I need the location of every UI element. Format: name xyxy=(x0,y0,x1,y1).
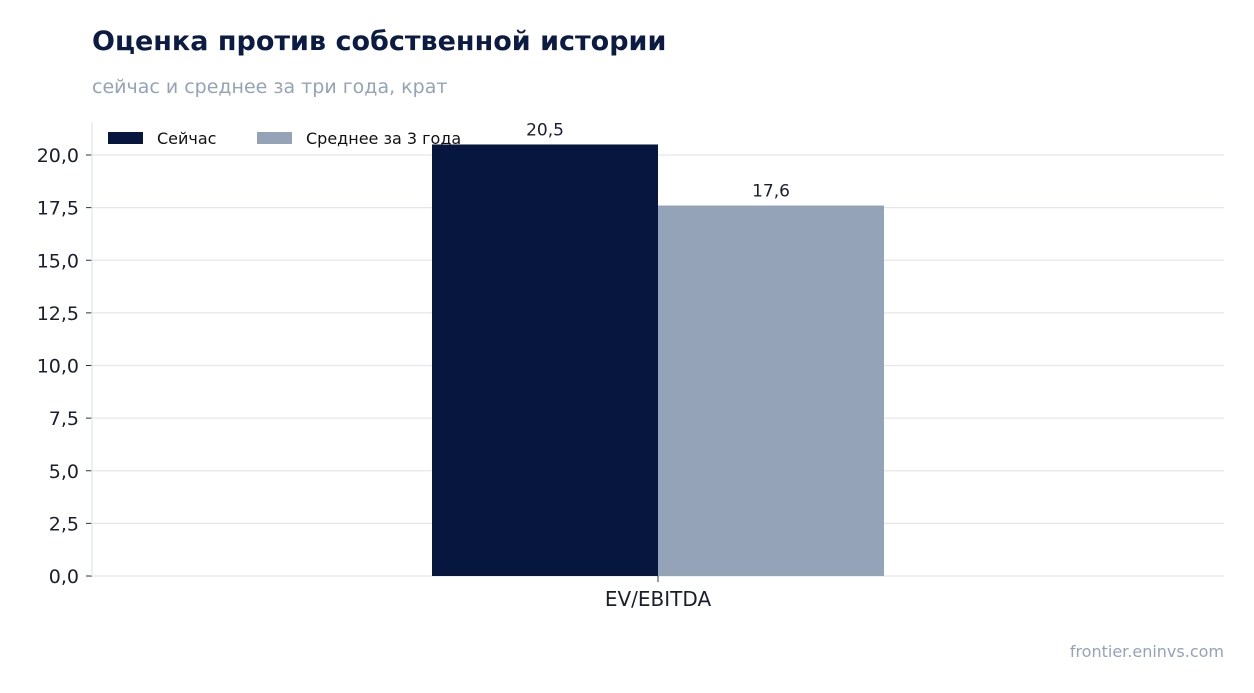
source-credit: frontier.eninvs.com xyxy=(1069,642,1224,661)
legend-swatch xyxy=(108,132,143,144)
legend: Сейчас Среднее за 3 года xyxy=(108,129,461,148)
chart-title: Оценка против собственной истории xyxy=(92,26,667,57)
x-category-label: EV/EBITDA xyxy=(605,587,712,611)
legend-label: Среднее за 3 года xyxy=(306,129,461,148)
y-tick-label: 10,0 xyxy=(37,356,79,378)
axes: 0,0 2,5 5,0 7,5 10,0 12,5 15,0 17,5 20,0 EV/EBITD… xyxy=(37,122,712,611)
chart-subtitle: сейчас и среднее за три года, крат xyxy=(92,76,448,98)
y-tick-label: 2,5 xyxy=(49,513,79,535)
y-tick-label: 0,0 xyxy=(49,566,79,588)
bar-average xyxy=(658,205,884,576)
bar-current xyxy=(432,144,658,576)
labels: 20,5 17,6 xyxy=(526,120,790,201)
y-tick-label: 12,5 xyxy=(37,303,79,325)
y-tick-label: 17,5 xyxy=(37,198,79,220)
bars xyxy=(432,144,884,576)
y-tick-label: 15,0 xyxy=(37,250,79,272)
y-tick-label: 7,5 xyxy=(49,408,79,430)
y-tick-label: 20,0 xyxy=(37,145,79,167)
legend-label: Сейчас xyxy=(157,129,216,148)
y-tick-label: 5,0 xyxy=(49,461,79,483)
data-label: 20,5 xyxy=(526,120,564,140)
legend-swatch xyxy=(257,132,292,144)
data-label: 17,6 xyxy=(752,182,790,202)
